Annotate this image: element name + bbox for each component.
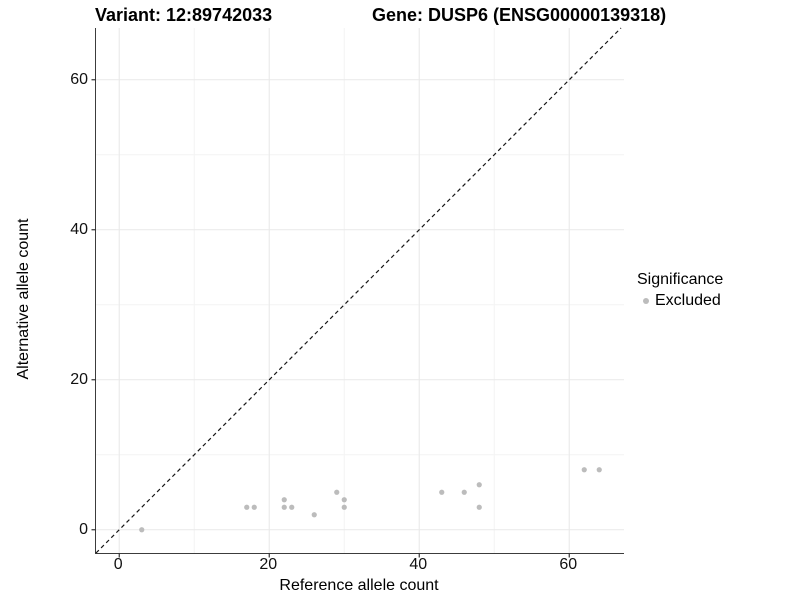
plot-panel — [91, 27, 624, 558]
data-point — [244, 504, 250, 510]
data-point — [476, 504, 482, 510]
plot-canvas — [91, 27, 624, 558]
data-point — [251, 504, 257, 510]
legend-title: Significance — [637, 271, 724, 288]
data-point — [476, 482, 482, 488]
data-point — [334, 489, 340, 495]
plot-title-gene: Gene: DUSP6 (ENSG00000139318) — [372, 5, 667, 25]
legend-point-icon — [643, 298, 649, 304]
y-axis-title: Alternative allele count — [15, 219, 33, 380]
data-point — [281, 497, 287, 503]
x-tick-label: 60 — [559, 556, 578, 573]
data-point — [281, 504, 287, 510]
x-tick-label: 0 — [113, 556, 123, 573]
y-tick-label: 40 — [70, 220, 88, 238]
y-axis-title-text: Alternative allele count — [15, 218, 32, 380]
x-tick-label: 20 — [259, 556, 278, 573]
y-tick-label: 60 — [70, 70, 88, 88]
plot-title-variant: Variant: 12:89742033 — [95, 5, 273, 25]
x-axis-title: Reference allele count — [279, 577, 439, 594]
x-tick-label: 40 — [409, 556, 428, 573]
legend-item-label: Excluded — [655, 292, 721, 309]
data-point — [341, 504, 347, 510]
data-point — [311, 512, 317, 518]
data-point — [461, 489, 467, 495]
data-point — [439, 489, 445, 495]
y-tick-label: 0 — [79, 520, 88, 538]
legend-key — [637, 292, 655, 310]
data-point — [581, 467, 587, 473]
data-point — [139, 527, 145, 533]
legend: Significance Excluded — [637, 271, 723, 310]
identity-line — [95, 27, 622, 554]
data-point — [596, 467, 602, 473]
legend-item-excluded: Excluded — [637, 292, 723, 310]
data-point — [289, 504, 295, 510]
data-point — [341, 497, 347, 503]
y-tick-label: 20 — [70, 370, 88, 388]
